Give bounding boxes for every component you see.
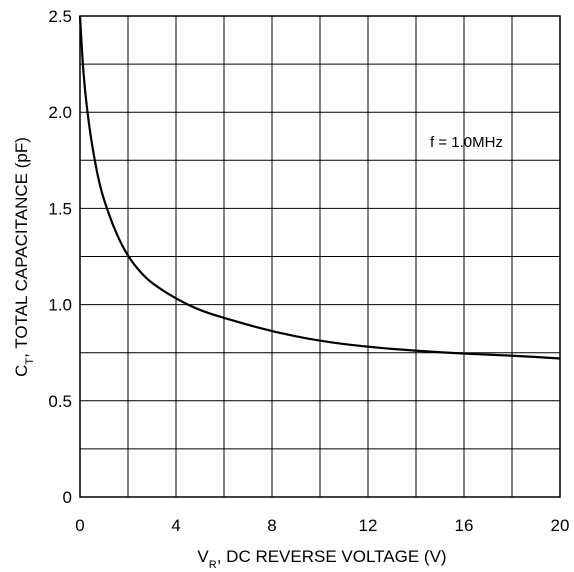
y-axis-label: CT, TOTAL CAPACITANCE (pF) <box>12 137 36 377</box>
x-axis-ticks: 0 4 8 12 16 20 <box>75 516 569 535</box>
x-tick-label: 0 <box>75 516 84 535</box>
frequency-annotation: f = 1.0MHz <box>430 134 503 151</box>
y-axis-label-text: , TOTAL CAPACITANCE (pF) <box>12 137 31 358</box>
plot-frame <box>79 15 561 498</box>
y-tick-label: 1.0 <box>48 296 72 315</box>
grid <box>80 16 560 497</box>
y-tick-label: 1.5 <box>48 199 72 218</box>
y-tick-label: 0.5 <box>48 392 72 411</box>
x-tick-label: 4 <box>171 516 180 535</box>
capacitance-curve <box>78 15 561 360</box>
x-tick-label: 20 <box>551 516 570 535</box>
x-tick-label: 16 <box>455 516 474 535</box>
y-axis-label-subscript: T <box>24 358 36 365</box>
y-axis-label-prefix: C <box>12 365 31 377</box>
x-axis-label-prefix: V <box>197 547 209 566</box>
x-axis-label-text: , DC REVERSE VOLTAGE (V) <box>217 547 447 566</box>
x-tick-label: 8 <box>267 516 276 535</box>
y-tick-label: 0 <box>63 488 72 507</box>
y-tick-label: 2.5 <box>48 7 72 26</box>
x-axis-label-subscript: R <box>209 559 217 571</box>
y-axis-ticks: 0 0.5 1.0 1.5 2.0 2.5 <box>48 7 72 507</box>
y-tick-label: 2.0 <box>48 103 72 122</box>
x-axis-label: VR, DC REVERSE VOLTAGE (V) <box>197 547 446 571</box>
x-tick-label: 12 <box>359 516 378 535</box>
